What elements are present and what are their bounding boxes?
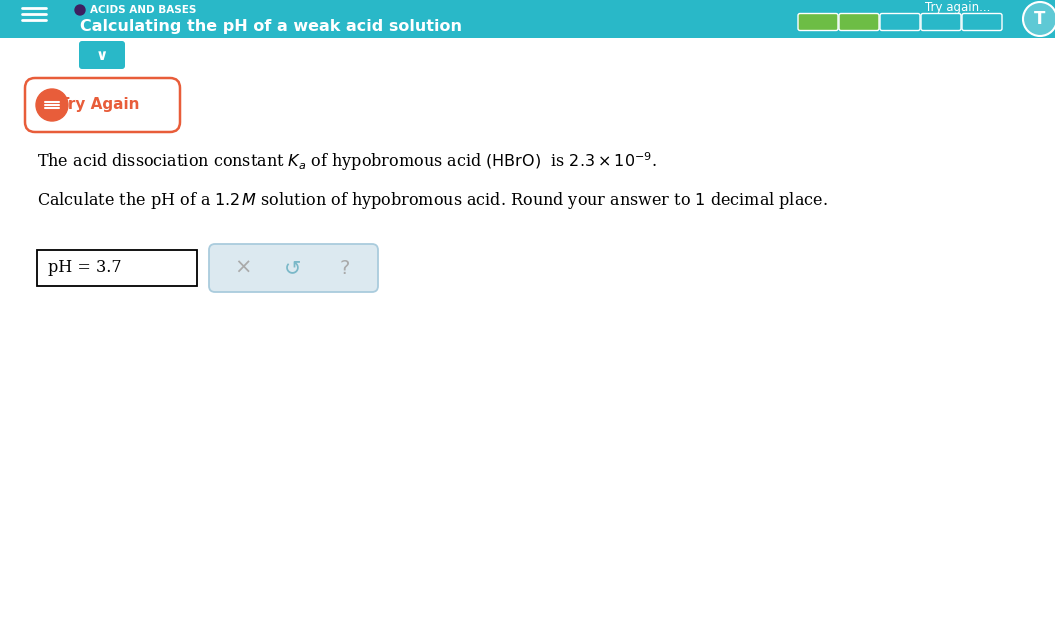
- FancyBboxPatch shape: [921, 13, 961, 30]
- FancyBboxPatch shape: [37, 250, 197, 286]
- FancyBboxPatch shape: [880, 13, 920, 30]
- Text: ACIDS AND BASES: ACIDS AND BASES: [90, 5, 196, 15]
- Text: The acid dissociation constant $K_a$ of hypobromous acid $\mathrm{(HBrO)}$  is $: The acid dissociation constant $K_a$ of …: [37, 150, 657, 173]
- Text: Try again...: Try again...: [925, 1, 991, 15]
- Text: pH = 3.7: pH = 3.7: [47, 259, 121, 276]
- Text: Calculate the pH of a $1.2\,M$ solution of hypobromous acid. Round your answer t: Calculate the pH of a $1.2\,M$ solution …: [37, 190, 828, 211]
- Text: ↺: ↺: [284, 258, 302, 278]
- Text: Try Again: Try Again: [59, 98, 139, 112]
- FancyBboxPatch shape: [0, 0, 1055, 38]
- FancyBboxPatch shape: [79, 41, 124, 69]
- Circle shape: [75, 5, 85, 15]
- FancyBboxPatch shape: [25, 78, 180, 132]
- FancyBboxPatch shape: [209, 244, 378, 292]
- FancyBboxPatch shape: [0, 38, 1055, 631]
- Text: ∨: ∨: [96, 47, 109, 62]
- Text: Calculating the pH of a weak acid solution: Calculating the pH of a weak acid soluti…: [80, 18, 462, 33]
- Circle shape: [1023, 2, 1055, 36]
- Text: T: T: [1034, 10, 1046, 28]
- Text: ×: ×: [234, 258, 252, 278]
- FancyBboxPatch shape: [962, 13, 1002, 30]
- FancyBboxPatch shape: [839, 13, 879, 30]
- Circle shape: [36, 89, 68, 121]
- FancyBboxPatch shape: [798, 13, 838, 30]
- Text: ?: ?: [340, 259, 350, 278]
